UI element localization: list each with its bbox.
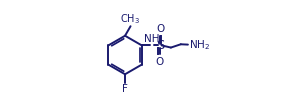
Text: O: O bbox=[155, 57, 163, 67]
Text: F: F bbox=[122, 84, 128, 94]
Text: NH: NH bbox=[144, 34, 159, 44]
Text: NH$_2$: NH$_2$ bbox=[189, 38, 210, 52]
Text: CH$_3$: CH$_3$ bbox=[120, 12, 140, 26]
Text: S: S bbox=[156, 39, 164, 52]
Text: O: O bbox=[156, 24, 165, 34]
